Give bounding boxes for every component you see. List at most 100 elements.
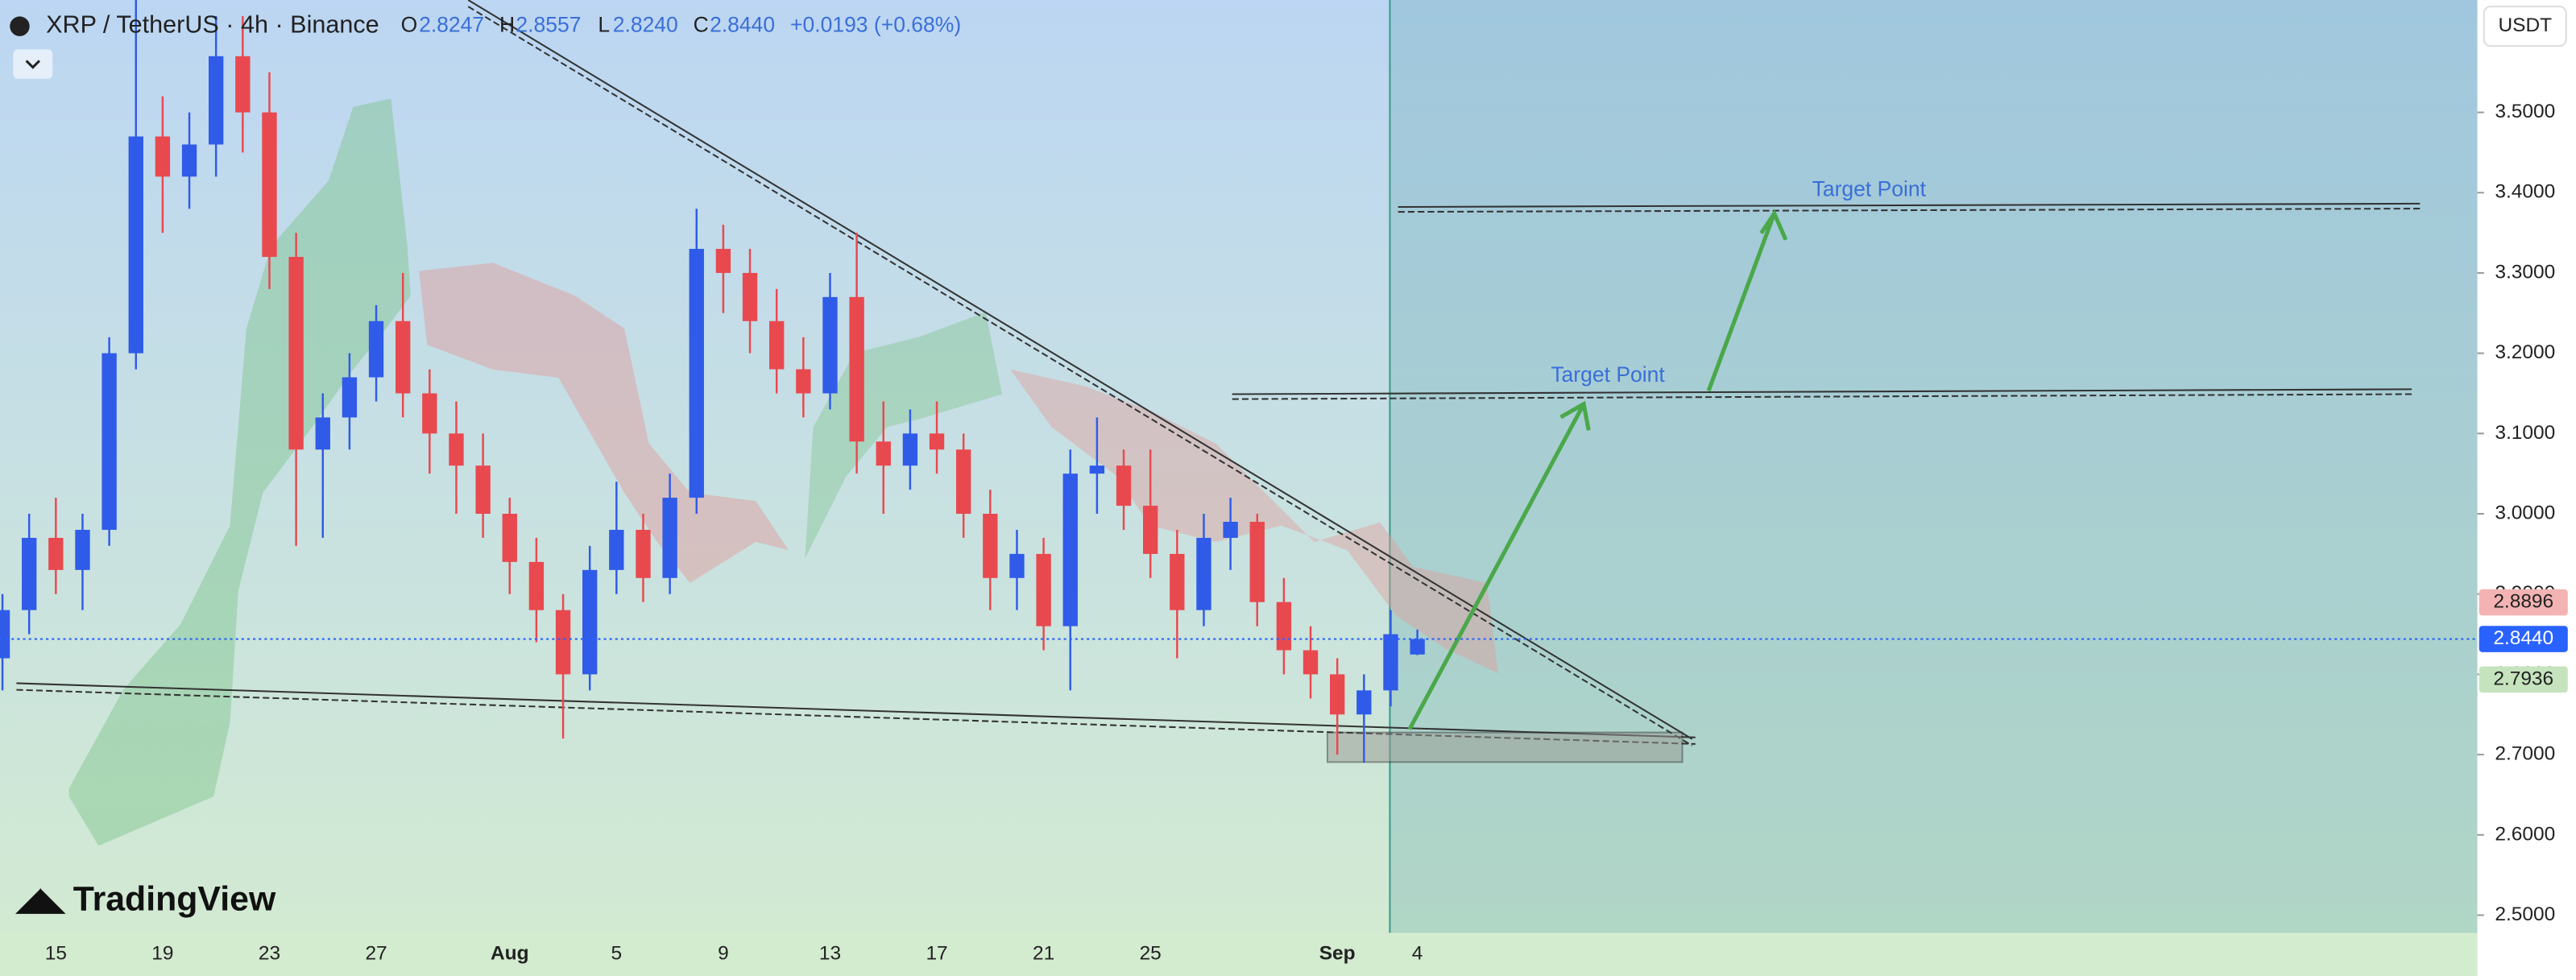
candle-body xyxy=(1223,521,1238,538)
x-tick-label: Aug xyxy=(491,942,529,964)
candle-body xyxy=(929,433,945,450)
level-line xyxy=(1232,388,2412,395)
candle-body xyxy=(1330,674,1345,715)
candle-body xyxy=(822,296,838,394)
plot-background xyxy=(0,0,2478,933)
candle-body xyxy=(609,529,624,570)
ohlc-value: 2.8557 xyxy=(516,13,581,37)
y-tick-label: 2.6000 xyxy=(2495,823,2555,845)
y-tick-label: 3.2000 xyxy=(2495,341,2555,363)
chevron xyxy=(25,60,41,69)
candle-body xyxy=(181,144,197,177)
arrows xyxy=(1407,209,1788,730)
candle-body xyxy=(1196,537,1211,610)
watermark: ◢◣ TradingView xyxy=(14,880,276,919)
candle-body xyxy=(1009,553,1025,578)
candle-body xyxy=(475,465,491,515)
candle-body xyxy=(636,529,651,578)
ohlc-key: L xyxy=(598,13,610,37)
ohlc-value: 2.8440 xyxy=(710,13,775,37)
ohlc-value: 2.8247 xyxy=(419,13,484,37)
candle-body xyxy=(742,272,758,321)
candle-body xyxy=(1170,553,1185,610)
x-tick-label: 19 xyxy=(151,942,173,964)
candle-body xyxy=(101,353,117,530)
x-tick-label: 4 xyxy=(1412,942,1423,964)
candle-body xyxy=(1302,650,1319,675)
candle-body xyxy=(1276,602,1292,651)
ohlc-key: C xyxy=(694,13,709,37)
candle-body xyxy=(662,498,677,578)
candle-body xyxy=(1143,506,1158,554)
candle-body xyxy=(75,529,90,570)
trendline xyxy=(467,6,1693,746)
candle-body xyxy=(128,136,143,354)
ohlc-value: 2.8240 xyxy=(613,13,678,37)
candle-body xyxy=(1062,473,1078,626)
candle-body xyxy=(528,561,545,610)
candle-body xyxy=(342,377,358,418)
candle-body xyxy=(155,136,171,177)
price-tag-label: 2.8896 xyxy=(2493,591,2553,613)
candle-body xyxy=(1036,553,1051,626)
ohlc: O 2.8247 H2.8557 L 2.8240 C2.8440 +0.0193 … xyxy=(401,13,962,37)
y-tick-label: 3.1000 xyxy=(2495,422,2555,444)
currency: USDT xyxy=(2498,14,2552,36)
x-tick-label: 13 xyxy=(819,942,841,964)
candle-body xyxy=(48,537,64,570)
collapse-button[interactable] xyxy=(13,49,53,79)
candle-body xyxy=(769,320,785,370)
candle-body xyxy=(396,320,411,394)
candle-body xyxy=(1410,639,1425,655)
x-tick-label: 25 xyxy=(1140,942,1162,964)
arrow xyxy=(1706,209,1788,392)
candle-body xyxy=(1356,690,1372,715)
symbol: XRP / TetherUS · 4h · Binance xyxy=(46,11,379,39)
candle-body xyxy=(235,56,251,113)
trendlines xyxy=(16,0,2421,746)
candle-body xyxy=(715,249,731,273)
candle-body xyxy=(1116,465,1132,507)
candle-body xyxy=(1383,634,1398,691)
ohlc-key: O xyxy=(401,13,418,37)
ohlc-change: +0.0193 (+0.68%) xyxy=(790,13,961,37)
price-tag-label: 2.8440 xyxy=(2493,627,2553,649)
x-tick-label: 17 xyxy=(926,942,947,964)
level-line xyxy=(1398,202,2421,209)
y-tick-label: 3.5000 xyxy=(2495,101,2555,122)
header: XRP / TetherUS · 4h · Binance xyxy=(46,11,379,39)
y-tick-label: 2.7000 xyxy=(2495,743,2555,765)
arrow xyxy=(1407,400,1591,730)
cloud xyxy=(1010,369,1499,674)
currency-button[interactable] xyxy=(2483,6,2567,48)
candle-body xyxy=(368,320,384,378)
candle-body xyxy=(555,610,571,675)
x-tick-label: 27 xyxy=(365,942,387,964)
x-tick-label: 5 xyxy=(611,942,623,964)
price-tag xyxy=(2479,666,2568,693)
candle-body xyxy=(876,441,891,466)
candle-body xyxy=(315,417,330,450)
y-tick-label: 3.3000 xyxy=(2495,261,2555,283)
price-tag xyxy=(2479,626,2568,652)
marks xyxy=(0,0,2478,763)
support-box xyxy=(1326,731,1684,763)
candle-body xyxy=(1089,465,1105,474)
candle-body xyxy=(209,56,224,145)
watermark-text: TradingView xyxy=(73,880,276,919)
logo: ◢◣ xyxy=(14,883,72,917)
x-tick-label: 9 xyxy=(718,942,729,964)
trendline xyxy=(16,682,1696,738)
candle-body xyxy=(689,249,704,498)
candle-body xyxy=(449,433,464,466)
candle-body xyxy=(422,393,437,434)
annotation: Target Point xyxy=(1551,362,1665,387)
price-tag xyxy=(2479,589,2568,616)
price-tag-label: 2.7936 xyxy=(2493,668,2553,689)
candle-body xyxy=(956,449,971,515)
candle-body xyxy=(983,514,998,578)
y-tick-label: 2.5000 xyxy=(2495,904,2555,925)
candle-body xyxy=(849,296,864,442)
x-tick-label: 15 xyxy=(45,942,67,964)
